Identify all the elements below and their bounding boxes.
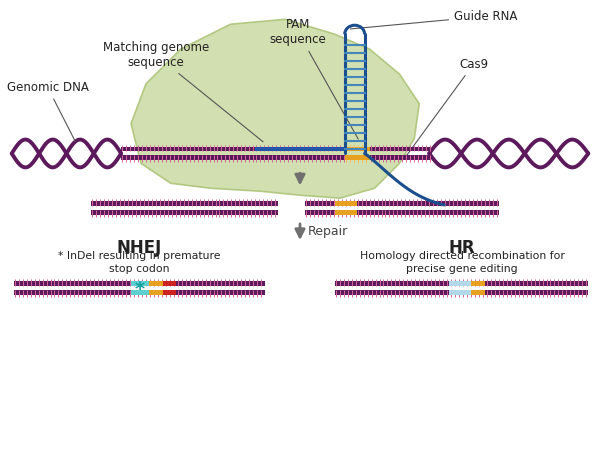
Bar: [335, 210, 356, 215]
Polygon shape: [131, 19, 419, 198]
Bar: [255, 146, 345, 151]
Bar: [14, 281, 265, 286]
Text: * InDel resulting in premature
stop codon: * InDel resulting in premature stop codo…: [58, 251, 220, 275]
Bar: [91, 210, 278, 215]
Bar: [255, 146, 345, 151]
Bar: [305, 210, 499, 215]
Bar: [163, 281, 176, 286]
Bar: [370, 156, 431, 160]
Bar: [345, 156, 370, 160]
Bar: [335, 281, 588, 286]
Bar: [149, 290, 163, 294]
Bar: [163, 290, 176, 294]
Text: Genomic DNA: Genomic DNA: [7, 81, 89, 141]
Text: Repair: Repair: [308, 225, 348, 238]
Text: NHEJ: NHEJ: [116, 239, 161, 257]
Bar: [335, 290, 588, 294]
Bar: [335, 201, 356, 206]
Bar: [449, 281, 471, 286]
Text: HR: HR: [449, 239, 475, 257]
Bar: [305, 201, 499, 206]
Text: Guide RNA: Guide RNA: [350, 10, 517, 29]
Bar: [121, 156, 255, 160]
Text: Cas9: Cas9: [406, 57, 488, 156]
Bar: [149, 281, 163, 286]
Bar: [91, 201, 278, 206]
Bar: [370, 146, 431, 151]
Bar: [131, 281, 149, 286]
Bar: [471, 281, 485, 286]
Bar: [255, 156, 345, 160]
Bar: [121, 146, 255, 151]
Text: Homology directed recombination for
precise gene editing: Homology directed recombination for prec…: [359, 251, 565, 275]
Text: *: *: [135, 280, 145, 299]
Bar: [449, 290, 471, 294]
Text: Matching genome
sequence: Matching genome sequence: [103, 41, 263, 142]
Bar: [471, 290, 485, 294]
Text: PAM
sequence: PAM sequence: [269, 18, 358, 139]
Bar: [131, 290, 149, 294]
Bar: [345, 146, 370, 151]
Bar: [14, 290, 265, 294]
